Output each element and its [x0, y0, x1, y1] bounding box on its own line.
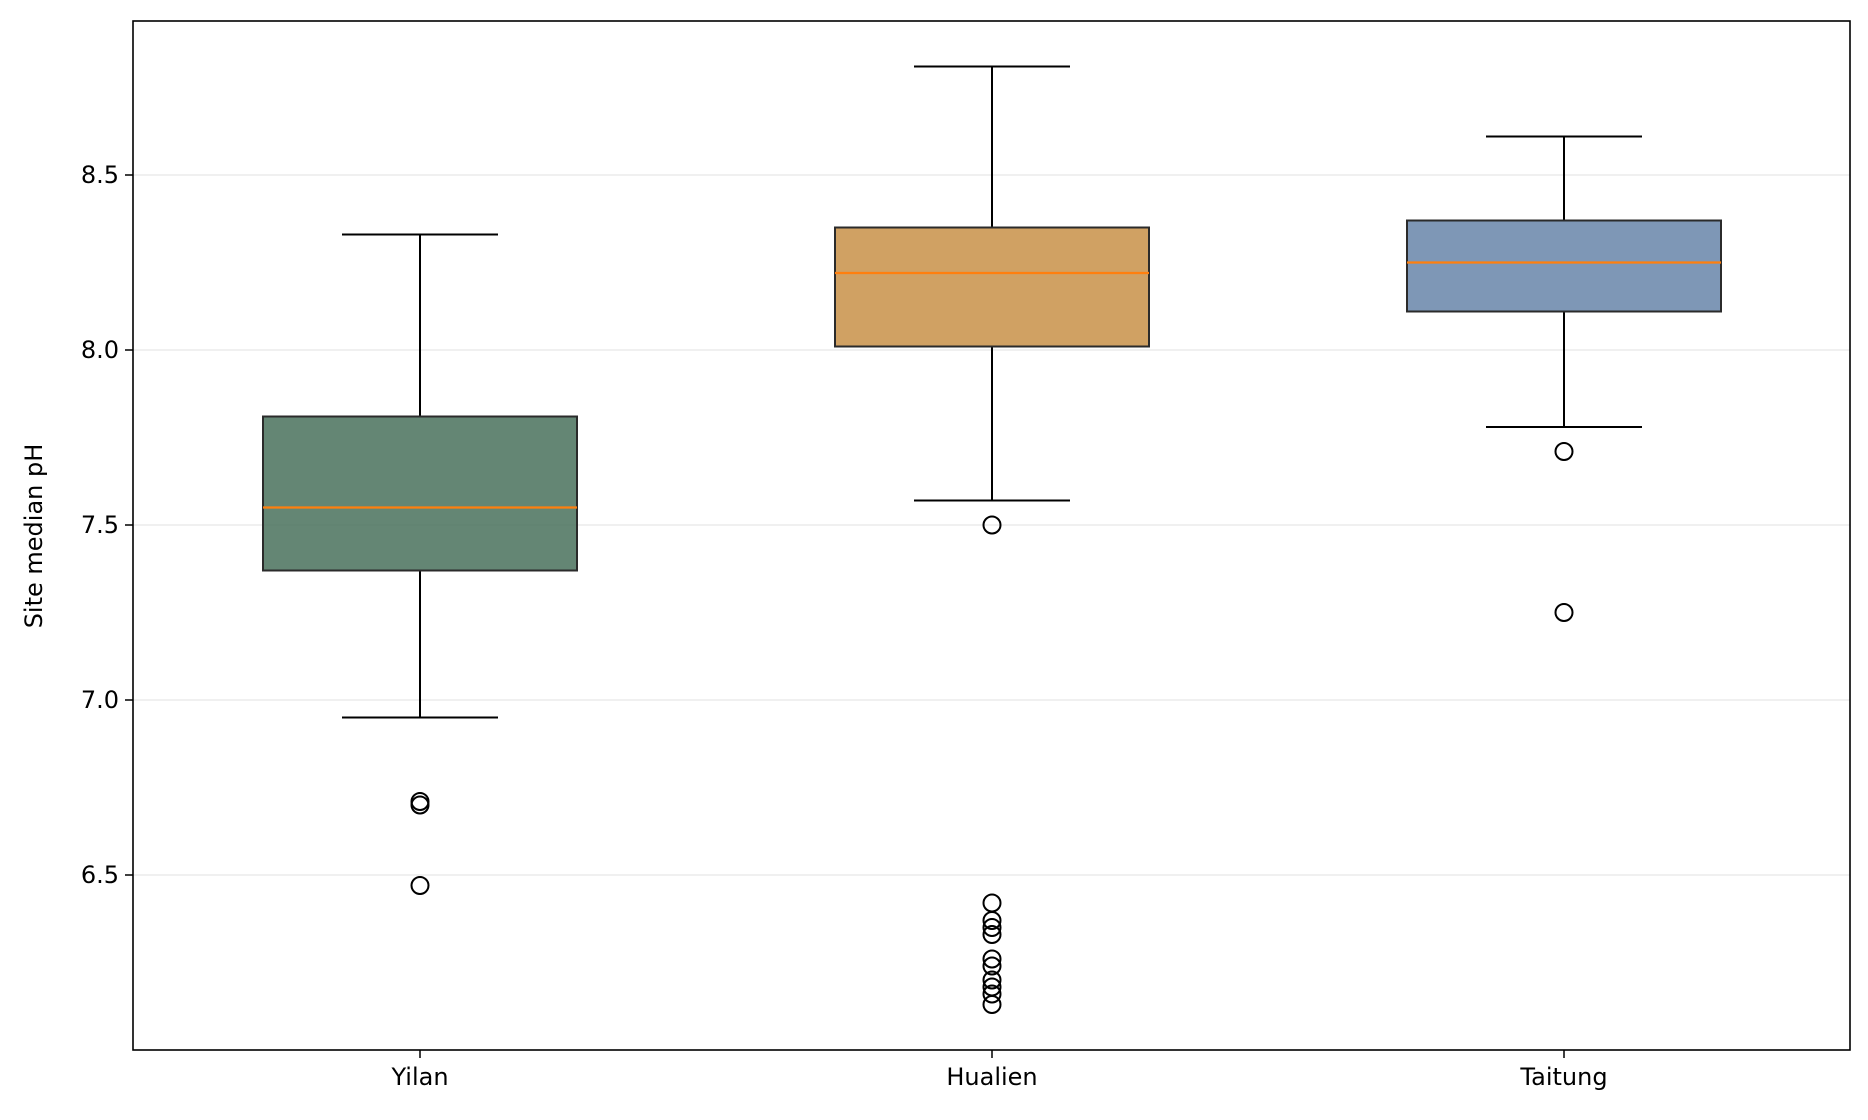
box-group [262, 233, 578, 895]
outlier-point [982, 970, 1002, 990]
outlier-point [1554, 442, 1574, 461]
outlier-point [982, 515, 1002, 535]
x-tick-label: Hualien [946, 1063, 1037, 1091]
outlier-point [982, 984, 1002, 1004]
x-tick-label: Yilan [390, 1063, 448, 1091]
y-tick-label: 7.5 [81, 511, 119, 539]
x-axis-ticks: Yilan Hualien Taitung [390, 1050, 1608, 1091]
outlier-point [982, 911, 1002, 930]
box-group [834, 65, 1150, 1014]
y-tick-label: 8.5 [81, 161, 119, 189]
outlier-point [410, 876, 430, 895]
outlier-point [410, 795, 430, 815]
outlier-point [982, 949, 1002, 969]
x-tick-label: Taitung [1519, 1063, 1607, 1091]
iqr-box [834, 226, 1150, 348]
outlier-point [982, 925, 1002, 944]
box-group [1406, 135, 1722, 622]
y-axis-label: Site median pH [20, 444, 48, 629]
boxes [262, 65, 1722, 1014]
y-tick-label: 6.5 [81, 861, 119, 889]
outlier-point [982, 956, 1002, 976]
outlier-point [1554, 603, 1574, 622]
y-tick-label: 7.0 [81, 686, 119, 714]
iqr-box [262, 415, 578, 572]
y-tick-label: 8.0 [81, 336, 119, 364]
outlier-point [982, 995, 1002, 1014]
iqr-box [1406, 219, 1722, 313]
outlier-point [982, 918, 1002, 937]
y-axis-ticks: 6.5 7.0 7.5 8.0 8.5 [81, 161, 133, 889]
